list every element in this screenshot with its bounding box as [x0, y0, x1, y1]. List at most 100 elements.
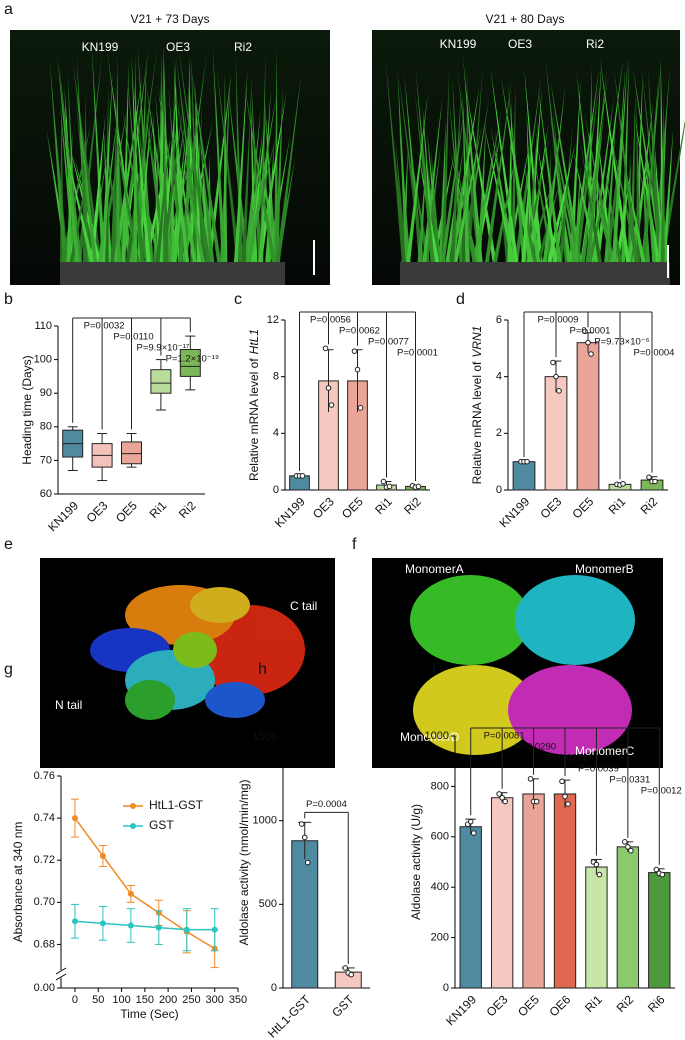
leaf — [439, 119, 446, 262]
leaf — [574, 81, 600, 262]
box — [179, 349, 201, 377]
leaf — [589, 97, 615, 262]
leaf — [493, 144, 518, 262]
leaf — [152, 109, 163, 262]
leaf — [257, 90, 287, 262]
leaf — [160, 97, 185, 262]
y-axis-label-text: Heading time (Days) — [20, 355, 34, 464]
leaf — [583, 147, 615, 262]
bar — [576, 342, 600, 491]
leaf — [642, 153, 650, 262]
leaf — [212, 48, 226, 263]
leaf — [113, 73, 143, 262]
leaf — [522, 134, 550, 262]
leaf — [58, 62, 83, 263]
leaf — [604, 167, 623, 262]
leaf — [441, 67, 450, 262]
protein-tetramer — [410, 575, 635, 755]
data-point — [659, 871, 666, 878]
x-tick-label: Ri1 — [606, 494, 629, 517]
leaf — [450, 86, 462, 262]
leaf — [641, 72, 660, 262]
leaf — [472, 152, 493, 262]
y-tick-label: 1000 — [253, 815, 277, 827]
y-axis-label-text: Absorbance at 340 nm — [11, 822, 25, 943]
y-axis-label: Aldolase activity (U/g) — [409, 804, 423, 920]
x-tick-label: OE5 — [113, 498, 140, 525]
leaf — [135, 91, 155, 262]
y-tick-label: 4 — [496, 371, 502, 383]
leaf — [584, 111, 615, 263]
leaf — [404, 73, 423, 263]
leaf — [235, 55, 243, 262]
leaf — [122, 153, 132, 262]
leaf — [536, 140, 558, 262]
p-value: P=0.0004 — [634, 348, 675, 359]
x-tick-label: 100 — [112, 994, 130, 1006]
panel-label: f — [352, 536, 357, 553]
leaf — [243, 82, 276, 262]
leaf — [417, 159, 427, 262]
structure-label: N tail — [55, 698, 82, 712]
y-tick-label: 0.72 — [34, 854, 55, 866]
point — [99, 853, 106, 859]
y-tick-label: 2 — [496, 427, 502, 439]
leaf — [247, 93, 277, 262]
data-point — [357, 405, 364, 411]
x-tick-label: OE3 — [310, 494, 337, 521]
x-tick-label: OE3 — [84, 498, 111, 525]
photo-label: KN199 — [82, 40, 119, 54]
data-point — [588, 351, 594, 357]
leaf — [524, 160, 541, 262]
leaf — [46, 129, 70, 262]
panel-label: a — [4, 1, 13, 18]
y-tick-label: 600 — [431, 831, 449, 843]
data-point — [499, 794, 505, 801]
leaf — [490, 124, 516, 262]
leaf — [57, 56, 80, 262]
leaf — [103, 127, 112, 262]
leaf — [654, 141, 665, 262]
y-tick-label: 60 — [40, 488, 52, 500]
leaf — [580, 140, 602, 262]
data-point — [593, 861, 600, 868]
y-tick-label: 200 — [431, 932, 449, 944]
photo-label: KN199 — [440, 37, 477, 51]
leaf — [465, 86, 497, 262]
pot — [400, 262, 670, 285]
leaf — [410, 150, 430, 262]
data-point — [653, 866, 660, 873]
leaf — [261, 150, 276, 262]
p-value: P=0.0062 — [339, 326, 380, 337]
bar — [553, 793, 577, 989]
data-point — [380, 478, 387, 485]
leaf — [604, 114, 617, 263]
leaf — [599, 58, 631, 263]
leaf — [274, 85, 284, 262]
leaf — [580, 164, 597, 262]
leaf — [176, 93, 204, 263]
leaf — [634, 71, 643, 262]
x-tick-label: 350 — [229, 994, 247, 1006]
y-tick-label: 400 — [431, 881, 449, 893]
data-point — [553, 373, 559, 380]
data-point — [322, 345, 329, 352]
leaf — [241, 109, 251, 262]
leaf — [398, 76, 425, 263]
point — [211, 926, 218, 933]
protein-ribbon — [90, 585, 305, 720]
leaf — [533, 155, 555, 262]
leaf — [107, 52, 138, 263]
leaf — [662, 128, 674, 262]
leaf — [67, 72, 79, 262]
y-axis-label-text: Aldolase activity (nmol/min/mg) — [237, 779, 251, 945]
leaf — [397, 72, 410, 262]
leaf — [89, 115, 106, 263]
x-tick-label: OE5 — [339, 494, 366, 521]
data-point — [502, 798, 508, 805]
y-tick-label: 0.74 — [34, 812, 55, 824]
x-tick-label: Ri2 — [401, 494, 424, 517]
bar — [522, 793, 545, 989]
legend-label: GST — [149, 818, 174, 832]
y-tick-label: 70 — [40, 454, 52, 466]
